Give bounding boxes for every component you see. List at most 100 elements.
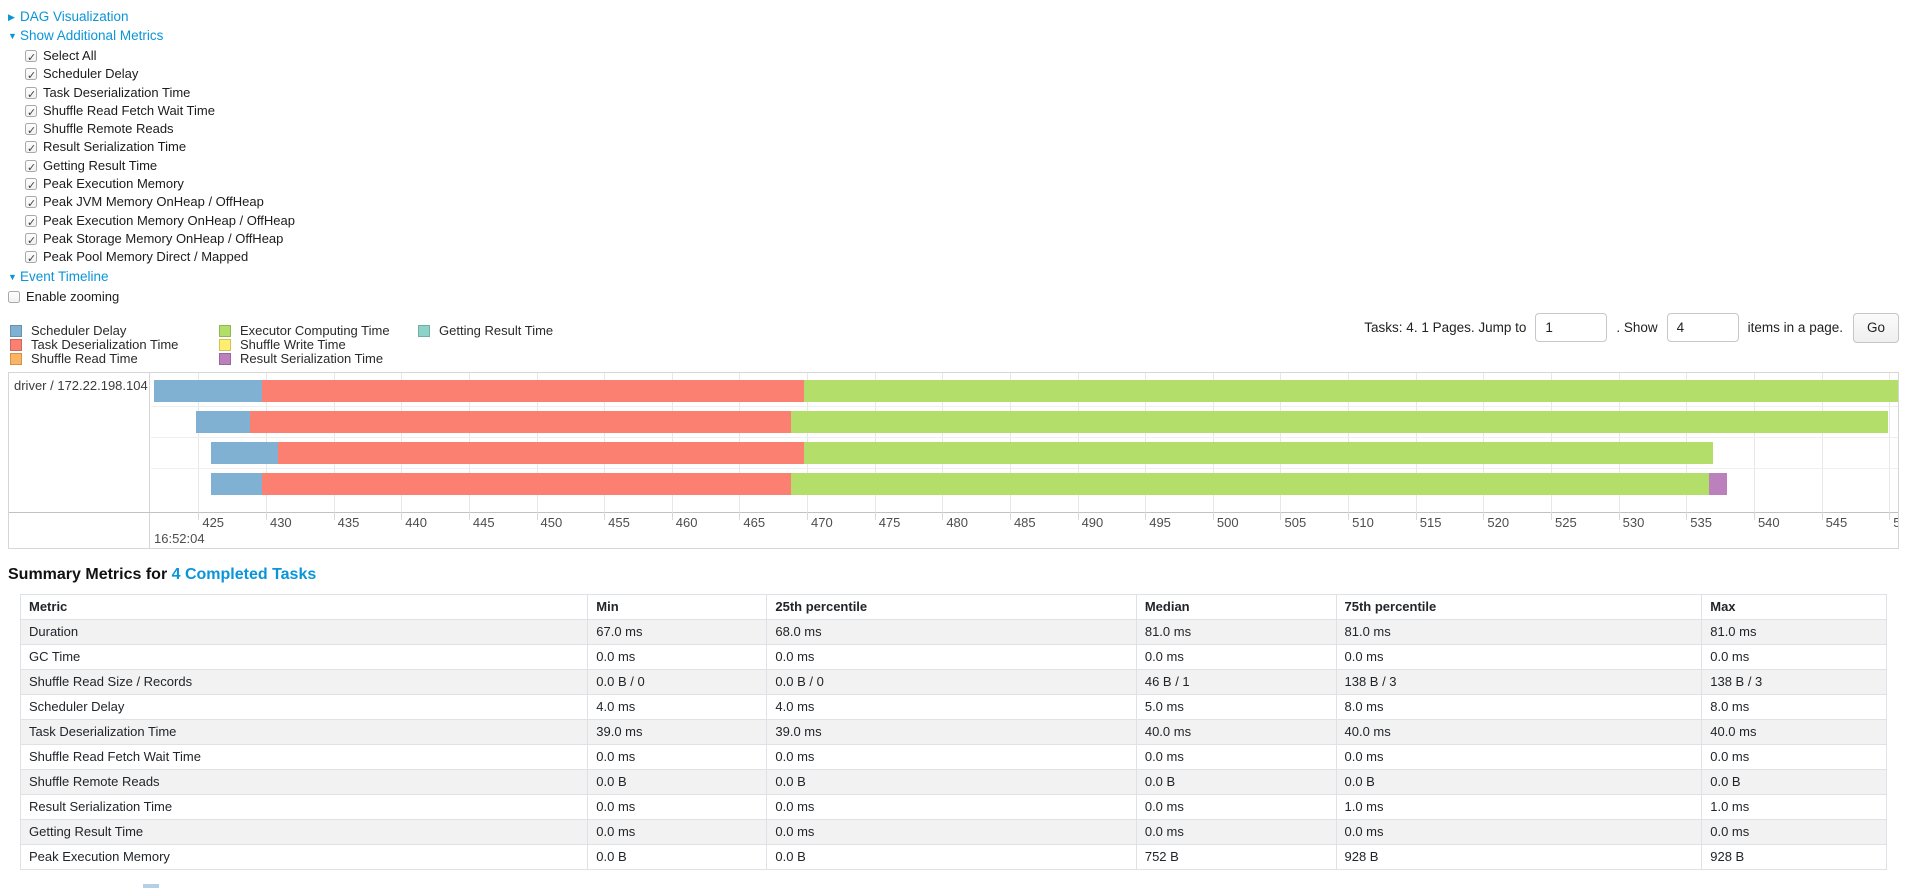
metric-value-cell: 1.0 ms [1335, 793, 1703, 820]
metric-value-cell: 0.0 ms [1135, 793, 1337, 820]
timeline-axis-line [9, 511, 1898, 513]
task-bar-segment-executor-computing[interactable] [790, 472, 1710, 495]
legend-swatch-result-serialization [219, 352, 231, 365]
task-bar-segment-task-deserialization[interactable] [278, 441, 805, 464]
axis-tick-label: 485 [1013, 514, 1036, 530]
task-bar-segment-scheduler-delay[interactable] [195, 410, 250, 433]
task-bar-segment-task-deserialization[interactable] [249, 410, 791, 433]
metric-checkbox[interactable] [25, 250, 37, 269]
metric-checkbox[interactable] [25, 232, 37, 250]
go-button[interactable]: Go [1852, 312, 1899, 343]
axis-tick-label: 505 [1284, 514, 1307, 530]
dag-visualization-link[interactable]: DAG Visualization [20, 9, 129, 24]
metric-checkbox-row[interactable]: Peak JVM Memory OnHeap / OffHeap [25, 193, 1899, 214]
metric-checkbox[interactable] [25, 104, 37, 122]
event-timeline-toggle[interactable]: ▼ Event Timeline [8, 269, 1899, 285]
metric-checkbox-row[interactable]: Scheduler Delay [25, 65, 1899, 86]
metric-value-cell: 39.0 ms [766, 718, 1137, 745]
metric-value-cell: 0.0 B / 0 [766, 668, 1137, 695]
axis-tick [1551, 511, 1553, 520]
task-bar-segment-scheduler-delay[interactable] [210, 441, 279, 464]
axis-tick [1280, 511, 1282, 520]
task-bar-segment-result-serialization[interactable] [1709, 472, 1727, 495]
metric-checkbox-row[interactable]: Select All [25, 47, 1899, 67]
table-row: Result Serialization Time 0.0 ms 0.0 ms 0.0… [19, 793, 1887, 820]
metric-checkbox[interactable] [25, 140, 37, 159]
show-additional-metrics-toggle[interactable]: ▼ Show Additional Metrics [8, 28, 1899, 44]
task-bar-segment-task-deserialization[interactable] [261, 472, 791, 495]
metric-checkbox[interactable] [25, 49, 37, 67]
metric-value-cell: 0.0 B [1135, 768, 1337, 795]
timeline-group-labels: driver / 172.22.198.104 [9, 372, 150, 548]
metric-checkbox-row[interactable]: Shuffle Read Fetch Wait Time [25, 102, 1899, 122]
task-bar-segment-scheduler-delay[interactable] [210, 472, 262, 495]
page-jump-input[interactable] [1535, 313, 1608, 343]
legend-label: Executor Computing Time [240, 323, 390, 339]
metric-checkbox[interactable] [25, 86, 37, 104]
metric-checkbox[interactable] [25, 195, 37, 214]
metric-checkbox[interactable] [25, 122, 37, 140]
metric-checkbox[interactable] [25, 177, 37, 195]
metric-checkbox[interactable] [25, 67, 37, 86]
timeline-header: Scheduler Delay Task Deserialization Time… [8, 312, 1899, 367]
metric-checkbox-row[interactable]: Task Deserialization Time [25, 84, 1899, 104]
metric-value-cell: 0.0 B [1701, 768, 1887, 795]
axis-tick [333, 511, 335, 520]
metric-checkbox-label: Peak Storage Memory OnHeap / OffHeap [43, 230, 284, 246]
axis-tick-label: 550 [1893, 515, 1898, 530]
metric-name-cell: Task Deserialization Time [19, 718, 589, 745]
page-size-input[interactable] [1666, 313, 1739, 343]
axis-tick [536, 511, 538, 520]
metric-value-cell: 1.0 ms [1701, 793, 1887, 820]
axis-tick [1483, 511, 1485, 520]
task-bar-segment-executor-computing[interactable] [804, 379, 1898, 402]
metric-checkbox-row[interactable]: Peak Storage Memory OnHeap / OffHeap [25, 230, 1899, 250]
metric-value-cell: 0.0 ms [587, 818, 768, 845]
metric-checkbox-row[interactable]: Peak Pool Memory Direct / Mapped [25, 248, 1899, 269]
task-bar-segment-executor-computing[interactable] [790, 410, 1888, 433]
metric-checkbox[interactable] [25, 214, 37, 232]
metric-checkbox-row[interactable]: Peak Execution Memory OnHeap / OffHeap [25, 212, 1899, 232]
table-row: Shuffle Read Size / Records 0.0 B / 0 0.0 … [19, 668, 1887, 695]
table-header-row: Metric Min 25th percentile Median 75th perce… [19, 593, 1887, 620]
event-timeline-link[interactable]: Event Timeline [20, 268, 109, 284]
table-header-cell: Metric [19, 593, 589, 620]
task-bar-segment-task-deserialization[interactable] [261, 379, 805, 402]
task-bar-segment-executor-computing[interactable] [804, 441, 1714, 464]
legend-swatch-getting-result [418, 324, 430, 337]
axis-tick-label: 515 [1419, 514, 1442, 530]
metric-value-cell: 0.0 B [766, 843, 1137, 870]
enable-zooming-row[interactable]: Enable zooming [8, 288, 1899, 306]
metric-value-cell: 81.0 ms [1135, 618, 1337, 645]
summary-metrics-table: Metric Min 25th percentile Median 75th perce… [19, 593, 1887, 870]
legend-label: Result Serialization Time [240, 351, 384, 367]
axis-tick [468, 511, 470, 520]
table-row: Shuffle Remote Reads 0.0 B 0.0 B 0.0 B 0.0 B… [19, 768, 1887, 795]
completed-tasks-link[interactable]: 4 Completed Tasks [171, 565, 317, 583]
legend-column: Executor Computing Time Shuffle Write Tim… [219, 323, 418, 367]
axis-tick [198, 511, 200, 520]
metric-checkbox[interactable] [25, 159, 37, 177]
dag-visualization-toggle[interactable]: ▶ DAG Visualization [8, 9, 1899, 25]
axis-tick [1889, 511, 1891, 520]
axis-tick-label: 525 [1555, 514, 1577, 530]
metric-value-cell: 0.0 ms [766, 818, 1137, 845]
metric-checkbox-row[interactable]: Peak Execution Memory [25, 175, 1899, 195]
metric-value-cell: 0.0 ms [766, 793, 1137, 820]
metric-value-cell: 81.0 ms [1701, 618, 1887, 645]
metric-checkbox-row[interactable]: Result Serialization Time [25, 138, 1899, 159]
metric-checkbox-row[interactable]: Shuffle Remote Reads [25, 120, 1899, 140]
metric-name-cell: Peak Execution Memory [19, 843, 589, 870]
metric-value-cell: 0.0 ms [1701, 643, 1887, 670]
show-additional-metrics-link[interactable]: Show Additional Metrics [20, 28, 164, 43]
axis-tick [1753, 511, 1755, 520]
metric-value-cell: 0.0 ms [1335, 743, 1703, 770]
metric-checkbox-row[interactable]: Getting Result Time [25, 157, 1899, 177]
metric-name-cell: Scheduler Delay [19, 693, 589, 720]
table-row: Peak Execution Memory 0.0 B 0.0 B 752 B 928 … [19, 843, 1887, 870]
enable-zooming-checkbox[interactable] [8, 290, 20, 303]
metric-name-cell: Duration [19, 618, 589, 645]
axis-tick-label: 530 [1622, 514, 1645, 530]
task-bar-segment-scheduler-delay[interactable] [153, 379, 262, 402]
legend-swatch-task-deserialization [10, 338, 22, 351]
